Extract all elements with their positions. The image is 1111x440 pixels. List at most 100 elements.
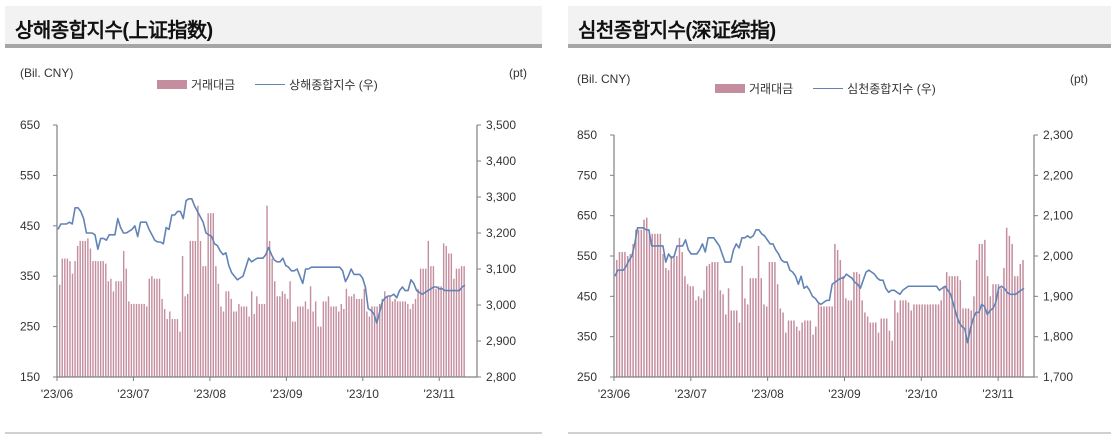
volume-bar (394, 298, 396, 377)
shanghai-chart-plot: 650 550 450 350 250 150 3,500 3,400 3,300 3,200 3,… (20, 118, 516, 401)
x-tick-label: '23/11 (424, 387, 456, 401)
volume-bar (809, 320, 812, 377)
volume-bar (76, 245, 79, 377)
volume-bar (61, 258, 63, 377)
volume-bar (82, 240, 84, 377)
x-tick-label: '23/09 (270, 387, 303, 401)
x-tick-label: '23/10 (905, 387, 938, 401)
volume-bar (926, 304, 929, 377)
volume-bar (714, 262, 716, 377)
volume-bar (309, 286, 312, 377)
volume-bar (151, 276, 153, 377)
volume-bar (640, 229, 643, 377)
volume-bar (330, 306, 332, 377)
volume-bar (951, 276, 953, 377)
volume-bar (774, 262, 776, 377)
volume-bar (992, 284, 994, 377)
volume-bar (624, 251, 626, 377)
volume-bar (907, 302, 910, 377)
volume-bar (256, 296, 258, 377)
volume-bar (635, 229, 637, 377)
right-tick-label: 3,300 (486, 190, 516, 204)
volume-bar (847, 300, 850, 377)
volume-bar (956, 276, 959, 377)
volume-bar (396, 301, 399, 377)
volume-bar (763, 304, 765, 377)
right-tick-label: 3,400 (486, 154, 516, 168)
left-tick-label: 350 (20, 269, 40, 283)
volume-bar (197, 205, 199, 377)
volume-bar (140, 303, 143, 377)
volume-bar (348, 296, 350, 377)
volume-bar (332, 306, 335, 377)
volume-bar (133, 303, 135, 377)
volume-bar (325, 301, 327, 377)
right-tick-label: 2,900 (486, 334, 516, 348)
footer-divider (5, 432, 542, 434)
volume-bar (220, 306, 222, 377)
volume-bar (711, 262, 713, 377)
volume-bar (986, 276, 989, 377)
volume-bar (831, 306, 833, 377)
volume-bar (915, 304, 918, 377)
volume-bar (629, 253, 632, 377)
volume-bar (384, 291, 386, 377)
volume-bar (389, 296, 391, 377)
volume-bar (776, 284, 779, 377)
volume-bar (910, 310, 912, 377)
right-axis-unit: (pt) (1070, 72, 1088, 86)
volume-bar (87, 238, 89, 377)
volume-bar (626, 256, 629, 377)
volume-bar (905, 300, 907, 377)
left-tick-label: 550 (20, 168, 40, 182)
volume-bar (722, 294, 724, 377)
volume-bar (962, 308, 964, 377)
x-tick-label: '23/06 (598, 387, 631, 401)
volume-bar (989, 296, 992, 377)
volume-bar (645, 217, 648, 377)
volume-bar (937, 304, 940, 377)
volume-bar (307, 308, 309, 377)
volume-bar (230, 298, 232, 377)
volume-bar (402, 301, 404, 377)
right-tick-label: 2,800 (486, 370, 516, 384)
volume-bar (943, 286, 945, 377)
left-tick-label: 550 (577, 249, 597, 263)
volume-bar (954, 276, 956, 377)
footer-divider (568, 432, 1111, 434)
volume-bar (790, 320, 793, 377)
volume-bar (74, 261, 76, 377)
volume-bar (725, 314, 727, 377)
volume-bar (755, 278, 757, 377)
volume-bar (404, 301, 406, 377)
right-tick-label: 1,800 (1043, 330, 1073, 344)
volume-bar (243, 306, 245, 377)
volume-bar (678, 237, 681, 377)
volume-bar (358, 298, 360, 377)
volume-bar (279, 296, 281, 377)
volume-bar (801, 322, 803, 377)
volume-bar (215, 266, 217, 377)
volume-bar (450, 253, 453, 377)
volume-bar (616, 260, 618, 377)
volume-bar (204, 266, 207, 377)
volume-bar (327, 296, 330, 377)
volume-bar (643, 219, 645, 377)
volume-bar (340, 303, 342, 377)
volume-bar (371, 306, 373, 377)
volume-bar (460, 266, 463, 377)
volume-bar (258, 303, 261, 377)
volume-bar (637, 229, 640, 377)
shanghai-chart-panel: 상해종합지수(上证指数) (Bil. CNY) (pt) 거래대금 상해종합지수… (0, 0, 555, 440)
volume-bar (297, 306, 299, 377)
volume-bar (427, 240, 430, 377)
volume-bar (435, 288, 437, 377)
volume-bar (194, 240, 197, 377)
volume-bar (785, 332, 787, 377)
volume-bar (376, 306, 378, 377)
volume-bar (322, 301, 325, 377)
volume-bar (94, 261, 97, 377)
bar-legend-swatch-icon (715, 84, 745, 93)
volume-bar (425, 268, 427, 377)
volume-bar (437, 286, 440, 377)
